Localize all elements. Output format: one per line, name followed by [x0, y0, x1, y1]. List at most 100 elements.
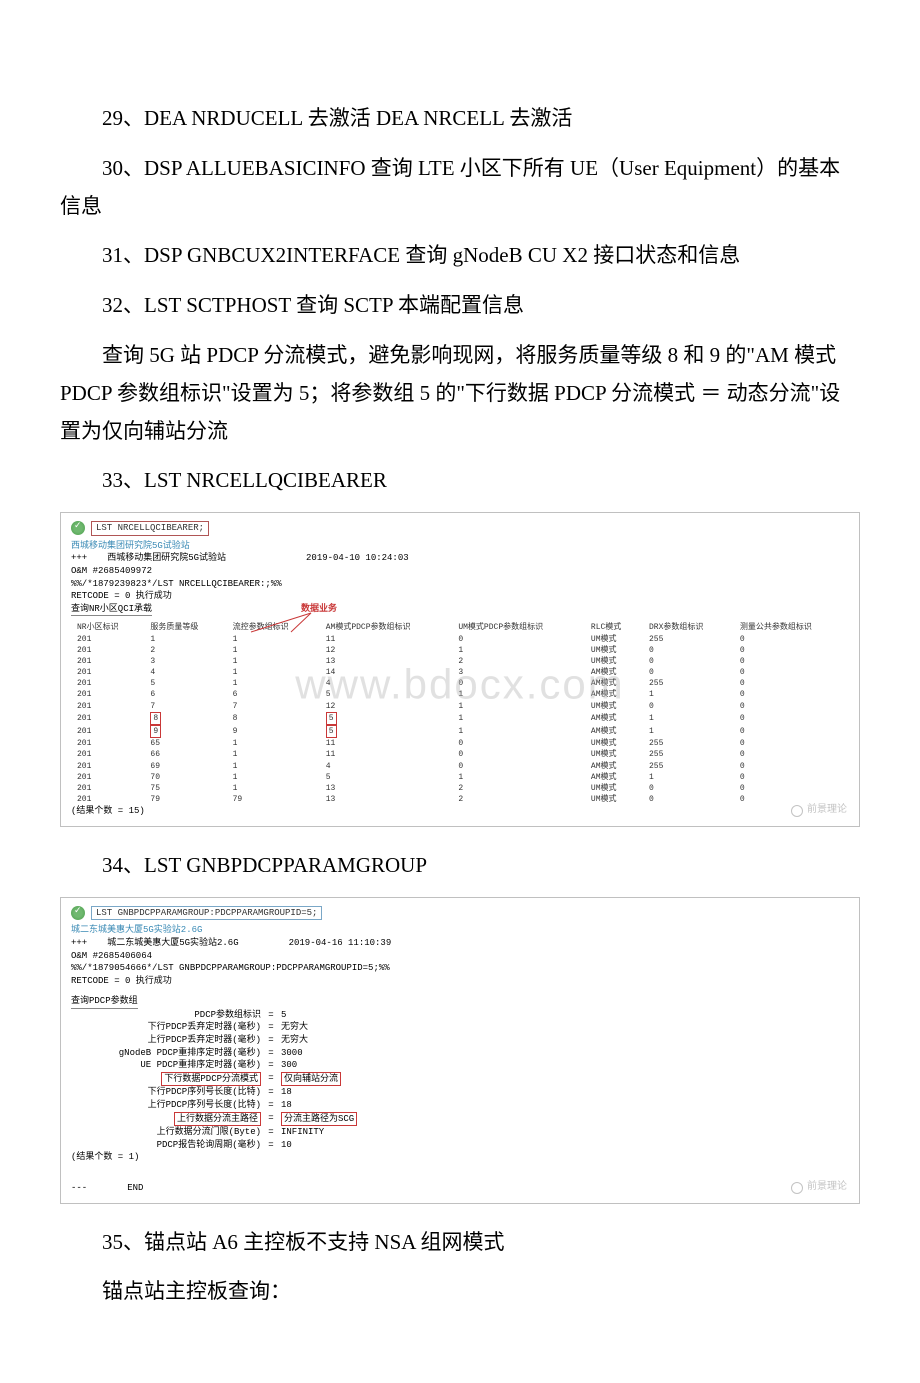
station-line: 西城移动集团研究院5G试验站	[107, 552, 226, 565]
table-cell: 0	[643, 645, 734, 656]
biz-label: 数据业务	[301, 603, 337, 616]
table-cell: 70	[144, 772, 226, 783]
paragraph-32b: 查询 5G 站 PDCP 分流模式，避免影响现网，将服务质量等级 8 和 9 的…	[60, 337, 860, 450]
check-icon	[71, 906, 85, 920]
table-cell: 1	[452, 645, 585, 656]
paragraph-34: 34、LST GNBPDCPPARAMGROUP	[60, 847, 860, 885]
table-cell: 13	[320, 794, 453, 805]
param-value: 无穷大	[281, 1021, 849, 1034]
table-cell: 201	[71, 772, 144, 783]
table-cell: 1	[227, 634, 320, 645]
param-equals: =	[261, 1112, 281, 1127]
table-cell: 1	[227, 772, 320, 783]
check-icon	[71, 521, 85, 535]
table-cell: 201	[71, 634, 144, 645]
param-label: 上行数据分流门限(Byte)	[71, 1126, 261, 1139]
table-cell: 201	[71, 725, 144, 738]
timestamp: 2019-04-16 11:10:39	[289, 937, 392, 950]
terminal-output-1: LST NRCELLQCIBEARER; 西城移动集团研究院5G试验站 +++ …	[60, 512, 860, 827]
table-row: 201751132UM模式00	[71, 783, 849, 794]
table-cell: 0	[734, 712, 849, 725]
table-cell: UM模式	[585, 738, 643, 749]
table-cell: 1	[643, 772, 734, 783]
table-cell: 3	[144, 656, 226, 667]
table-cell: 5	[320, 689, 453, 700]
paragraph-30: 30、DSP ALLUEBASICINFO 查询 LTE 小区下所有 UE（Us…	[60, 150, 860, 226]
table-cell: 1	[227, 749, 320, 760]
table-cell: 0	[452, 634, 585, 645]
table-cell: 0	[734, 761, 849, 772]
table-cell: 3	[452, 667, 585, 678]
param-label: 下行数据PDCP分流模式	[71, 1072, 261, 1087]
wechat-icon	[791, 1182, 803, 1194]
qci-table: NR小区标识服务质量等级流控参数组标识AM模式PDCP参数组标识UM模式PDCP…	[71, 622, 849, 805]
table-cell: 2	[452, 656, 585, 667]
table-cell: 0	[734, 678, 849, 689]
table-row: 20170151AM模式10	[71, 772, 849, 783]
table-cell: 4	[320, 761, 453, 772]
table-cell: 11	[320, 749, 453, 760]
param-value: 3000	[281, 1047, 849, 1060]
param-line: 下行数据PDCP分流模式=仅向辅站分流	[71, 1072, 849, 1087]
table-cell: 1	[144, 634, 226, 645]
table-row: 20111110UM模式2550	[71, 634, 849, 645]
table-cell: 13	[320, 656, 453, 667]
table-row: 20131132UM模式00	[71, 656, 849, 667]
param-line: UE PDCP重排序定时器(毫秒)=300	[71, 1059, 849, 1072]
param-line: 上行数据分流门限(Byte)=INFINITY	[71, 1126, 849, 1139]
param-value: 300	[281, 1059, 849, 1072]
wechat-text: 前景理论	[807, 804, 847, 818]
param-value: 无穷大	[281, 1034, 849, 1047]
param-line: 上行PDCP丢弃定时器(毫秒)=无穷大	[71, 1034, 849, 1047]
table-cell: 2	[452, 794, 585, 805]
table-cell: 0	[734, 725, 849, 738]
table-cell: 201	[71, 794, 144, 805]
station-name: 城二东城美惠大厦5G实验站2.6G	[71, 924, 849, 937]
param-equals: =	[261, 1047, 281, 1060]
table-cell: 1	[227, 738, 320, 749]
table-cell: 255	[643, 749, 734, 760]
table-cell: AM模式	[585, 772, 643, 783]
param-value: 18	[281, 1099, 849, 1112]
param-value: INFINITY	[281, 1126, 849, 1139]
table-cell: 0	[452, 678, 585, 689]
param-line: 下行PDCP序列号长度(比特)=18	[71, 1086, 849, 1099]
table-cell: UM模式	[585, 645, 643, 656]
param-value: 仅向辅站分流	[281, 1072, 849, 1087]
param-label: 上行PDCP序列号长度(比特)	[71, 1099, 261, 1112]
table-cell: UM模式	[585, 794, 643, 805]
table-cell: 0	[452, 738, 585, 749]
table-cell: 5	[144, 678, 226, 689]
table-cell: 5	[320, 772, 453, 783]
cmd-echo: %%/*1879054666*/LST GNBPDCPPARAMGROUP:PD…	[71, 962, 849, 975]
table-cell: 1	[452, 772, 585, 783]
paragraph-31: 31、DSP GNBCUX2INTERFACE 查询 gNodeB CU X2 …	[60, 237, 860, 275]
table-cell: 201	[71, 645, 144, 656]
terminal-output-2: LST GNBPDCPPARAMGROUP:PDCPPARAMGROUPID=5…	[60, 897, 860, 1204]
table-cell: 7	[227, 701, 320, 712]
table-cell: 6	[144, 689, 226, 700]
table-cell: 65	[144, 738, 226, 749]
table-cell: 0	[734, 645, 849, 656]
table-cell: 0	[643, 656, 734, 667]
end-marker: END	[127, 1182, 143, 1195]
table-cell: 0	[734, 634, 849, 645]
oam-line: O&M #2685409972	[71, 565, 849, 578]
result-count: (结果个数 = 15)	[71, 805, 849, 818]
table-row: 2016651AM模式10	[71, 689, 849, 700]
table-cell: 4	[144, 667, 226, 678]
table-cell: 13	[320, 783, 453, 794]
oam-line: O&M #2685406064	[71, 950, 849, 963]
paragraph-35: 35、锚点站 A6 主控板不支持 NSA 组网模式	[60, 1224, 860, 1262]
plus-marker: +++	[71, 937, 87, 950]
table-cell: UM模式	[585, 634, 643, 645]
table-row: 20169140AM模式2550	[71, 761, 849, 772]
end-dashes: ---	[71, 1182, 87, 1195]
paragraph-32: 32、LST SCTPHOST 查询 SCTP 本端配置信息	[60, 287, 860, 325]
paragraph-29: 29、DEA NRDUCELL 去激活 DEA NRCELL 去激活	[60, 100, 860, 138]
table-cell: 201	[71, 738, 144, 749]
paragraph-33: 33、LST NRCELLQCIBEARER	[60, 462, 860, 500]
param-equals: =	[261, 1009, 281, 1022]
table-cell: 7	[144, 701, 226, 712]
param-equals: =	[261, 1126, 281, 1139]
